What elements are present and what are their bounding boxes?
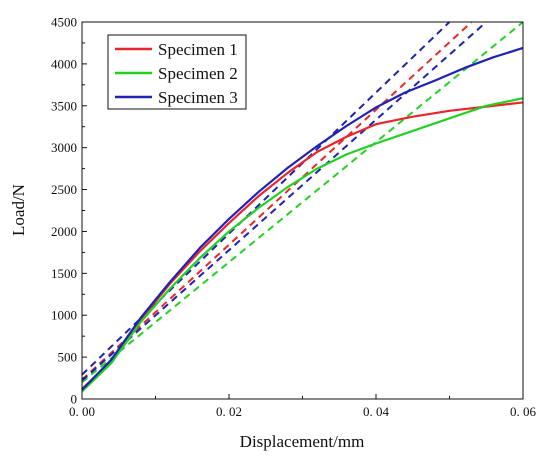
y-tick-label: 1000 <box>51 308 77 323</box>
y-tick-label: 4500 <box>51 15 77 30</box>
legend-label-specimen-2: Specimen 2 <box>158 64 238 83</box>
x-tick-label: 0. 04 <box>363 404 390 419</box>
y-tick-label: 1500 <box>51 266 77 281</box>
y-axis: 0 500 1000 1500 2000 2500 3000 3500 4000 4500 <box>51 15 87 407</box>
reference-line-1 <box>81 21 473 381</box>
x-tick-label: 0. 00 <box>69 404 95 419</box>
series-line-specimen-1 <box>81 101 524 390</box>
y-tick-label: 3000 <box>51 140 77 155</box>
y-tick-label: 2500 <box>51 182 77 197</box>
series-line-specimen-2 <box>81 97 524 393</box>
y-tick-label: 500 <box>58 350 78 365</box>
reference-line-2 <box>81 21 524 384</box>
y-tick-label: 3500 <box>51 98 77 113</box>
y-tick-label: 2000 <box>51 224 77 239</box>
x-tick-label: 0. 02 <box>216 404 242 419</box>
legend-label-specimen-3: Specimen 3 <box>158 88 238 107</box>
x-axis: 0. 00 0. 02 0. 04 0. 06 <box>69 394 537 419</box>
y-tick-label: 4000 <box>51 56 77 71</box>
legend: Specimen 1 Specimen 2 Specimen 3 <box>107 34 247 110</box>
x-axis-title: Displacement/mm <box>240 432 365 451</box>
legend-label-specimen-1: Specimen 1 <box>158 40 238 59</box>
reference-line-4 <box>81 21 487 382</box>
x-tick-label: 0. 06 <box>510 404 537 419</box>
plot-lines <box>81 21 524 393</box>
y-tick-label: 0 <box>71 392 78 407</box>
y-axis-title: Load/N <box>9 184 28 236</box>
series-line-specimen-3 <box>81 46 524 391</box>
